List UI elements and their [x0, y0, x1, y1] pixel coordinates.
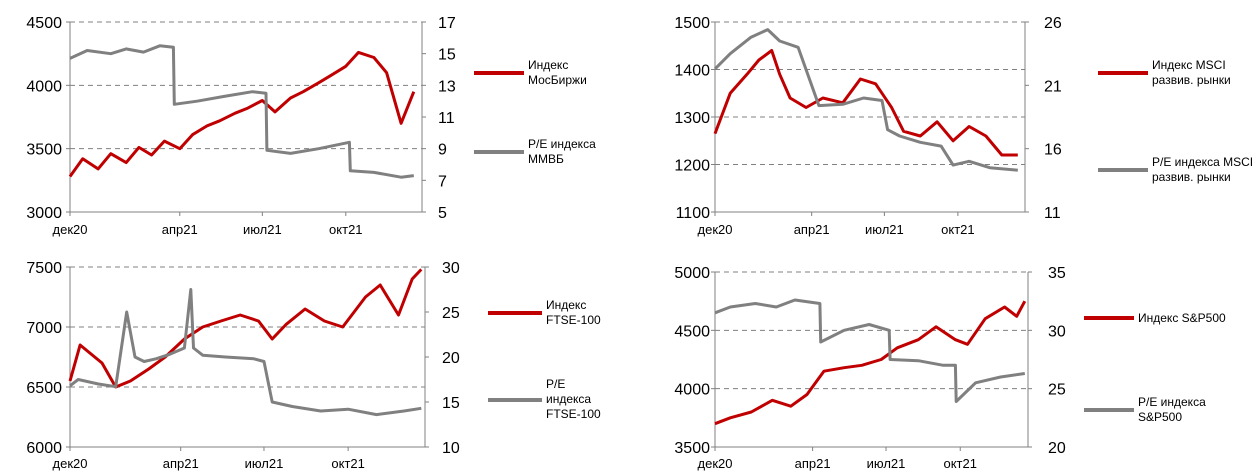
legend-label-line: S&P500	[1138, 410, 1182, 424]
x-tick-label: дек20	[698, 222, 733, 237]
left-tick-label: 4500	[674, 323, 710, 340]
series-line-2	[69, 44, 414, 179]
right-tick-label: 15	[438, 47, 456, 64]
right-tick-label: 25	[1048, 382, 1066, 399]
legend-label: P/E индекса ММВБ	[528, 137, 596, 166]
left-tick-label: 6000	[26, 440, 62, 457]
x-tick-label: апр21	[163, 456, 199, 471]
x-tick-label: июл21	[867, 456, 906, 471]
x-tick-label: дек20	[698, 456, 733, 471]
right-tick-label: 20	[1048, 440, 1066, 457]
legend-label: Индекс МосБиржи	[528, 58, 587, 87]
right-tick-label: 10	[442, 440, 460, 457]
left-tick-label: 3500	[674, 440, 710, 457]
right-tick-label: 11	[438, 110, 455, 127]
legend-label: Индекс MSCI развив. рынки	[1152, 58, 1231, 87]
legend-label-line: P/E индекса	[1138, 395, 1206, 409]
series-line-2	[714, 298, 1026, 403]
chart-3: 6000 6500 7000 7500 10 15 20 25 30 дек20 апр21 июл2…	[26, 260, 601, 471]
chart-4: 3500 4000 4500 5000 20 25 30 35 дек20 апр21 июл21 о…	[674, 265, 1226, 471]
left-tick-label: 4000	[674, 382, 710, 399]
left-tick-label: 1100	[676, 205, 711, 222]
left-tick-label: 4000	[26, 78, 62, 95]
right-tick-label: 35	[1048, 265, 1066, 282]
chart-2: 1100 1200 1300 1400 1500 11 16 21 26 дек20 апр21 ию…	[674, 15, 1253, 237]
x-tick-label: июл21	[865, 222, 904, 237]
left-tick-label: 1400	[674, 63, 710, 80]
legend-label: P/E индекса MSCI развив. рынки	[1152, 155, 1253, 184]
left-tick-label: 6500	[26, 380, 62, 397]
legend-label-line: P/E	[546, 377, 565, 391]
left-tick-label: 1300	[674, 110, 710, 127]
right-tick-label: 15	[442, 395, 460, 412]
legend-label: Индекс FTSE-100	[546, 298, 601, 327]
legend-label-line: Индекс MSCI	[1152, 58, 1226, 72]
legend-label-line: FTSE-100	[546, 313, 601, 327]
x-tick-label: окт21	[331, 456, 364, 471]
right-tick-label: 26	[1044, 15, 1062, 32]
right-tick-label: 16	[1044, 142, 1062, 159]
x-tick-label: июл21	[245, 456, 284, 471]
right-tick-label: 20	[442, 350, 460, 367]
right-tick-label: 5	[438, 205, 447, 222]
x-tick-label: апр21	[162, 222, 198, 237]
right-tick-label: 17	[438, 15, 456, 32]
legend-label-line: МосБиржи	[528, 73, 587, 87]
legend-label-line: развив. рынки	[1152, 73, 1231, 87]
left-tick-label: 7000	[26, 320, 62, 337]
series-line-2	[69, 288, 422, 417]
right-tick-label: 25	[442, 305, 460, 322]
legend-label: P/E индекса FTSE-100	[546, 377, 601, 421]
series-line-1	[68, 50, 416, 178]
x-tick-label: апр21	[794, 222, 830, 237]
series-line-1	[68, 268, 423, 389]
legend-label-line: FTSE-100	[546, 407, 601, 421]
chart-1: 3000 3500 4000 4500 5 7 9 11 13 15 17 дек20 апр21 июл…	[26, 15, 596, 237]
series-line-1	[714, 300, 1027, 426]
left-tick-label: 1500	[674, 15, 710, 32]
left-tick-label: 5000	[674, 265, 710, 282]
x-tick-label: дек20	[53, 222, 88, 237]
right-tick-label: 21	[1044, 78, 1062, 95]
right-tick-label: 7	[438, 173, 447, 190]
right-tick-label: 11	[1044, 205, 1061, 222]
x-tick-label: окт21	[941, 222, 974, 237]
x-tick-label: дек20	[53, 456, 88, 471]
right-tick-label: 30	[1048, 323, 1066, 340]
legend-label-line: P/E индекса MSCI	[1152, 155, 1253, 169]
series-line-1	[713, 49, 1018, 157]
left-tick-label: 4500	[26, 15, 62, 32]
right-tick-label: 30	[442, 260, 460, 277]
x-tick-label: окт21	[329, 222, 362, 237]
x-tick-label: июл21	[243, 222, 282, 237]
legend-label-line: Индекс	[546, 298, 586, 312]
right-tick-label: 13	[438, 78, 456, 95]
left-tick-label: 3000	[26, 205, 62, 222]
left-tick-label: 1200	[674, 158, 710, 175]
legend-label-line: Индекс	[528, 58, 568, 72]
legend-label-line: Индекс S&P500	[1138, 311, 1226, 325]
series-line-2	[713, 28, 1018, 172]
legend-label-line: развив. рынки	[1152, 170, 1231, 184]
legend-label: Индекс S&P500	[1138, 311, 1226, 325]
left-tick-label: 7500	[26, 260, 62, 277]
legend-label: P/E индекса S&P500	[1138, 395, 1206, 424]
legend-label-line: ММВБ	[528, 152, 564, 166]
legend-label-line: P/E индекса	[528, 137, 596, 151]
x-tick-label: апр21	[795, 456, 831, 471]
legend-label-line: индекса	[546, 392, 591, 406]
left-tick-label: 3500	[26, 142, 62, 159]
x-tick-label: окт21	[943, 456, 976, 471]
right-tick-label: 9	[438, 142, 447, 159]
